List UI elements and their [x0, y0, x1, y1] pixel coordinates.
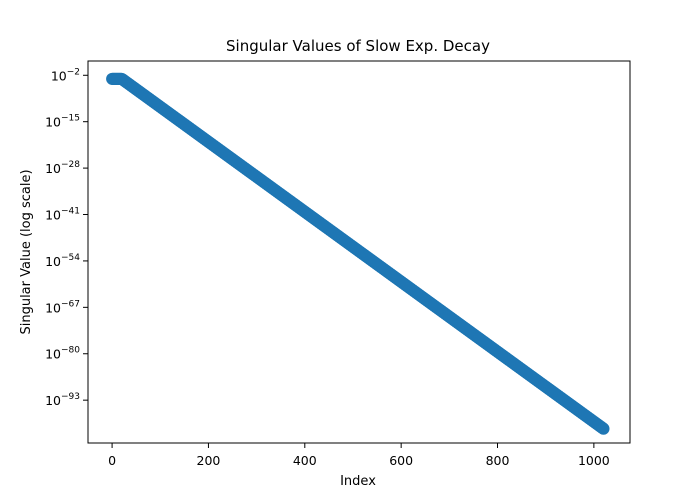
y-tick-label: 10−28 [45, 160, 80, 176]
x-axis-label: Index [340, 474, 376, 489]
chart-title: Singular Values of Slow Exp. Decay [226, 37, 490, 55]
x-axis-ticks: 0 200 400 600 800 1000 [108, 443, 610, 468]
x-tick-label: 1000 [578, 453, 610, 468]
data-points [106, 72, 610, 435]
y-tick-label: 10−2 [51, 67, 80, 83]
y-axis-label: Singular Value (log scale) [19, 169, 34, 334]
x-tick-label: 400 [293, 453, 317, 468]
y-tick-label: 10−41 [45, 207, 80, 223]
x-tick-label: 800 [486, 453, 510, 468]
x-tick-label: 600 [389, 453, 413, 468]
y-tick-label: 10−93 [45, 392, 80, 408]
y-tick-label: 10−15 [45, 114, 80, 130]
plot-frame [87, 60, 631, 444]
x-tick-label: 200 [197, 453, 221, 468]
y-tick-label: 10−54 [45, 253, 80, 269]
y-axis-ticks: 10−2 10−15 10−28 10−41 10−54 10−67 10−80 10−93 [45, 67, 88, 408]
data-point [597, 422, 610, 435]
y-tick-label: 10−67 [45, 299, 80, 315]
y-tick-label: 10−80 [45, 346, 80, 362]
x-tick-label: 0 [108, 453, 116, 468]
